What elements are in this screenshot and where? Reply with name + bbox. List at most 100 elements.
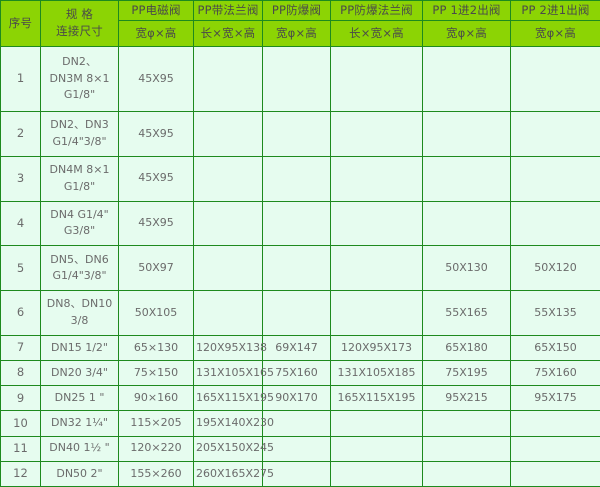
cell-one-in-two-out: 50X130 bbox=[422, 245, 511, 292]
table-body: 1 DN2、 DN3M 8×1 G1/8" 45X95 2 DN2、DN3 G1/4"3… bbox=[0, 45, 600, 487]
cell-one-in-two-out bbox=[422, 460, 511, 487]
cell-explosion bbox=[262, 155, 331, 202]
header-spec-line1: 规 格 bbox=[65, 7, 94, 22]
header-sub-explosion-flange: 长×宽×高 bbox=[330, 19, 423, 47]
header-sub-explosion: 宽φ×高 bbox=[262, 19, 331, 47]
cell-two-in-one-out: 55X135 bbox=[510, 290, 600, 336]
cell-spec: DN32 1¼" bbox=[40, 410, 119, 437]
cell-index: 7 bbox=[0, 334, 41, 361]
cell-spec: DN25 1 " bbox=[40, 385, 119, 412]
cell-explosion-flange bbox=[330, 460, 423, 487]
cell-one-in-two-out bbox=[422, 45, 511, 112]
header-group-one-in-two-out: PP 1进2出阀 bbox=[422, 0, 511, 21]
cell-one-in-two-out bbox=[422, 410, 511, 437]
header-group-two-in-one-out: PP 2进1出阀 bbox=[510, 0, 600, 21]
cell-flange: 165X115X195 bbox=[193, 385, 274, 412]
cell-explosion: 90X170 bbox=[262, 385, 331, 412]
table-row: 7 DN15 1/2" 65×130 120X95X138 69X147 120X95X1… bbox=[0, 334, 600, 361]
header-sub-two-in-one-out: 宽φ×高 bbox=[510, 19, 600, 47]
table-row: 10 DN32 1¼" 115×205 195X140X230 bbox=[0, 410, 600, 437]
cell-index: 3 bbox=[0, 155, 41, 202]
cell-explosion-flange bbox=[330, 110, 423, 157]
cell-two-in-one-out bbox=[510, 435, 600, 462]
cell-solenoid: 65×130 bbox=[118, 334, 194, 361]
table-header: 序号 规 格 连接尺寸 PP电磁阀 PP带法兰阀 PP防爆阀 PP防爆法兰阀 P… bbox=[0, 0, 600, 47]
cell-explosion-flange bbox=[330, 435, 423, 462]
header-group-solenoid: PP电磁阀 bbox=[118, 0, 194, 21]
cell-flange bbox=[193, 200, 263, 247]
cell-index: 6 bbox=[0, 290, 41, 336]
table-row: 8 DN20 3/4" 75×150 131X105X165 75X160 131X105… bbox=[0, 359, 600, 387]
cell-explosion-flange bbox=[330, 45, 423, 112]
cell-two-in-one-out bbox=[510, 410, 600, 437]
cell-two-in-one-out: 65X150 bbox=[510, 334, 600, 361]
cell-solenoid: 155×260 bbox=[118, 460, 194, 487]
cell-solenoid: 45X95 bbox=[118, 110, 194, 157]
header-group-explosion: PP防爆阀 bbox=[262, 0, 331, 21]
cell-index: 4 bbox=[0, 200, 41, 247]
cell-flange bbox=[193, 45, 263, 112]
cell-one-in-two-out bbox=[422, 110, 511, 157]
cell-explosion-flange bbox=[330, 410, 423, 437]
cell-one-in-two-out bbox=[422, 200, 511, 247]
table-row: 12 DN50 2" 155×260 260X165X275 bbox=[0, 460, 600, 487]
cell-flange bbox=[193, 245, 263, 292]
cell-index: 2 bbox=[0, 110, 41, 157]
cell-flange: 205X150X245 bbox=[193, 435, 274, 462]
cell-explosion bbox=[262, 290, 331, 336]
cell-index: 11 bbox=[0, 435, 41, 462]
cell-two-in-one-out bbox=[510, 200, 600, 247]
cell-flange: 195X140X230 bbox=[193, 410, 274, 437]
cell-spec: DN4 G1/4" G3/8" bbox=[40, 200, 119, 247]
cell-flange bbox=[193, 290, 263, 336]
cell-two-in-one-out: 95X175 bbox=[510, 385, 600, 412]
cell-two-in-one-out: 50X120 bbox=[510, 245, 600, 292]
cell-index: 5 bbox=[0, 245, 41, 292]
cell-two-in-one-out bbox=[510, 155, 600, 202]
header-group-explosion-flange: PP防爆法兰阀 bbox=[330, 0, 423, 21]
cell-explosion bbox=[262, 460, 331, 487]
cell-explosion bbox=[262, 110, 331, 157]
cell-explosion-flange: 120X95X173 bbox=[330, 334, 423, 361]
cell-flange bbox=[193, 155, 263, 202]
header-spec: 规 格 连接尺寸 bbox=[40, 0, 119, 47]
cell-spec: DN50 2" bbox=[40, 460, 119, 487]
cell-spec: DN2、DN3 G1/4"3/8" bbox=[40, 110, 119, 157]
cell-solenoid: 45X95 bbox=[118, 155, 194, 202]
table-row: 11 DN40 1½ " 120×220 205X150X245 bbox=[0, 435, 600, 462]
cell-index: 10 bbox=[0, 410, 41, 437]
cell-explosion: 69X147 bbox=[262, 334, 331, 361]
table-row: 6 DN8、DN10 3/8 50X105 55X165 55X135 bbox=[0, 290, 600, 336]
cell-spec: DN5、DN6 G1/4"3/8" bbox=[40, 245, 119, 292]
header-sub-solenoid: 宽φ×高 bbox=[118, 19, 194, 47]
header-row-sub: 宽φ×高 长×宽×高 宽φ×高 长×宽×高 宽φ×高 宽φ×高 bbox=[1, 19, 600, 47]
cell-explosion bbox=[262, 410, 331, 437]
cell-solenoid: 90×160 bbox=[118, 385, 194, 412]
cell-one-in-two-out: 75X195 bbox=[422, 359, 511, 387]
header-row-main: 序号 规 格 连接尺寸 PP电磁阀 PP带法兰阀 PP防爆阀 PP防爆法兰阀 P… bbox=[0, 0, 600, 47]
cell-flange: 120X95X138 bbox=[193, 334, 267, 361]
cell-flange: 131X105X165 bbox=[193, 359, 274, 387]
cell-spec: DN4M 8×1 G1/8" bbox=[40, 155, 119, 202]
cell-solenoid: 115×205 bbox=[118, 410, 194, 437]
cell-two-in-one-out bbox=[510, 110, 600, 157]
cell-flange: 260X165X275 bbox=[193, 460, 274, 487]
cell-solenoid: 50X97 bbox=[118, 245, 194, 292]
cell-index: 9 bbox=[0, 385, 41, 412]
cell-solenoid: 75×150 bbox=[118, 359, 194, 387]
cell-explosion-flange: 165X115X195 bbox=[330, 385, 423, 412]
table-row: 1 DN2、 DN3M 8×1 G1/8" 45X95 bbox=[0, 45, 600, 112]
cell-explosion bbox=[262, 245, 331, 292]
cell-one-in-two-out bbox=[422, 155, 511, 202]
table-row: 2 DN2、DN3 G1/4"3/8" 45X95 bbox=[0, 110, 600, 157]
cell-spec: DN8、DN10 3/8 bbox=[40, 290, 119, 336]
cell-index: 12 bbox=[0, 460, 41, 487]
header-sub-one-in-two-out: 宽φ×高 bbox=[422, 19, 511, 47]
cell-one-in-two-out: 65X180 bbox=[422, 334, 511, 361]
header-group-flange: PP带法兰阀 bbox=[193, 0, 263, 21]
cell-solenoid: 45X95 bbox=[118, 45, 194, 112]
cell-explosion-flange bbox=[330, 290, 423, 336]
cell-explosion: 75X160 bbox=[262, 359, 331, 387]
cell-one-in-two-out: 95X215 bbox=[422, 385, 511, 412]
